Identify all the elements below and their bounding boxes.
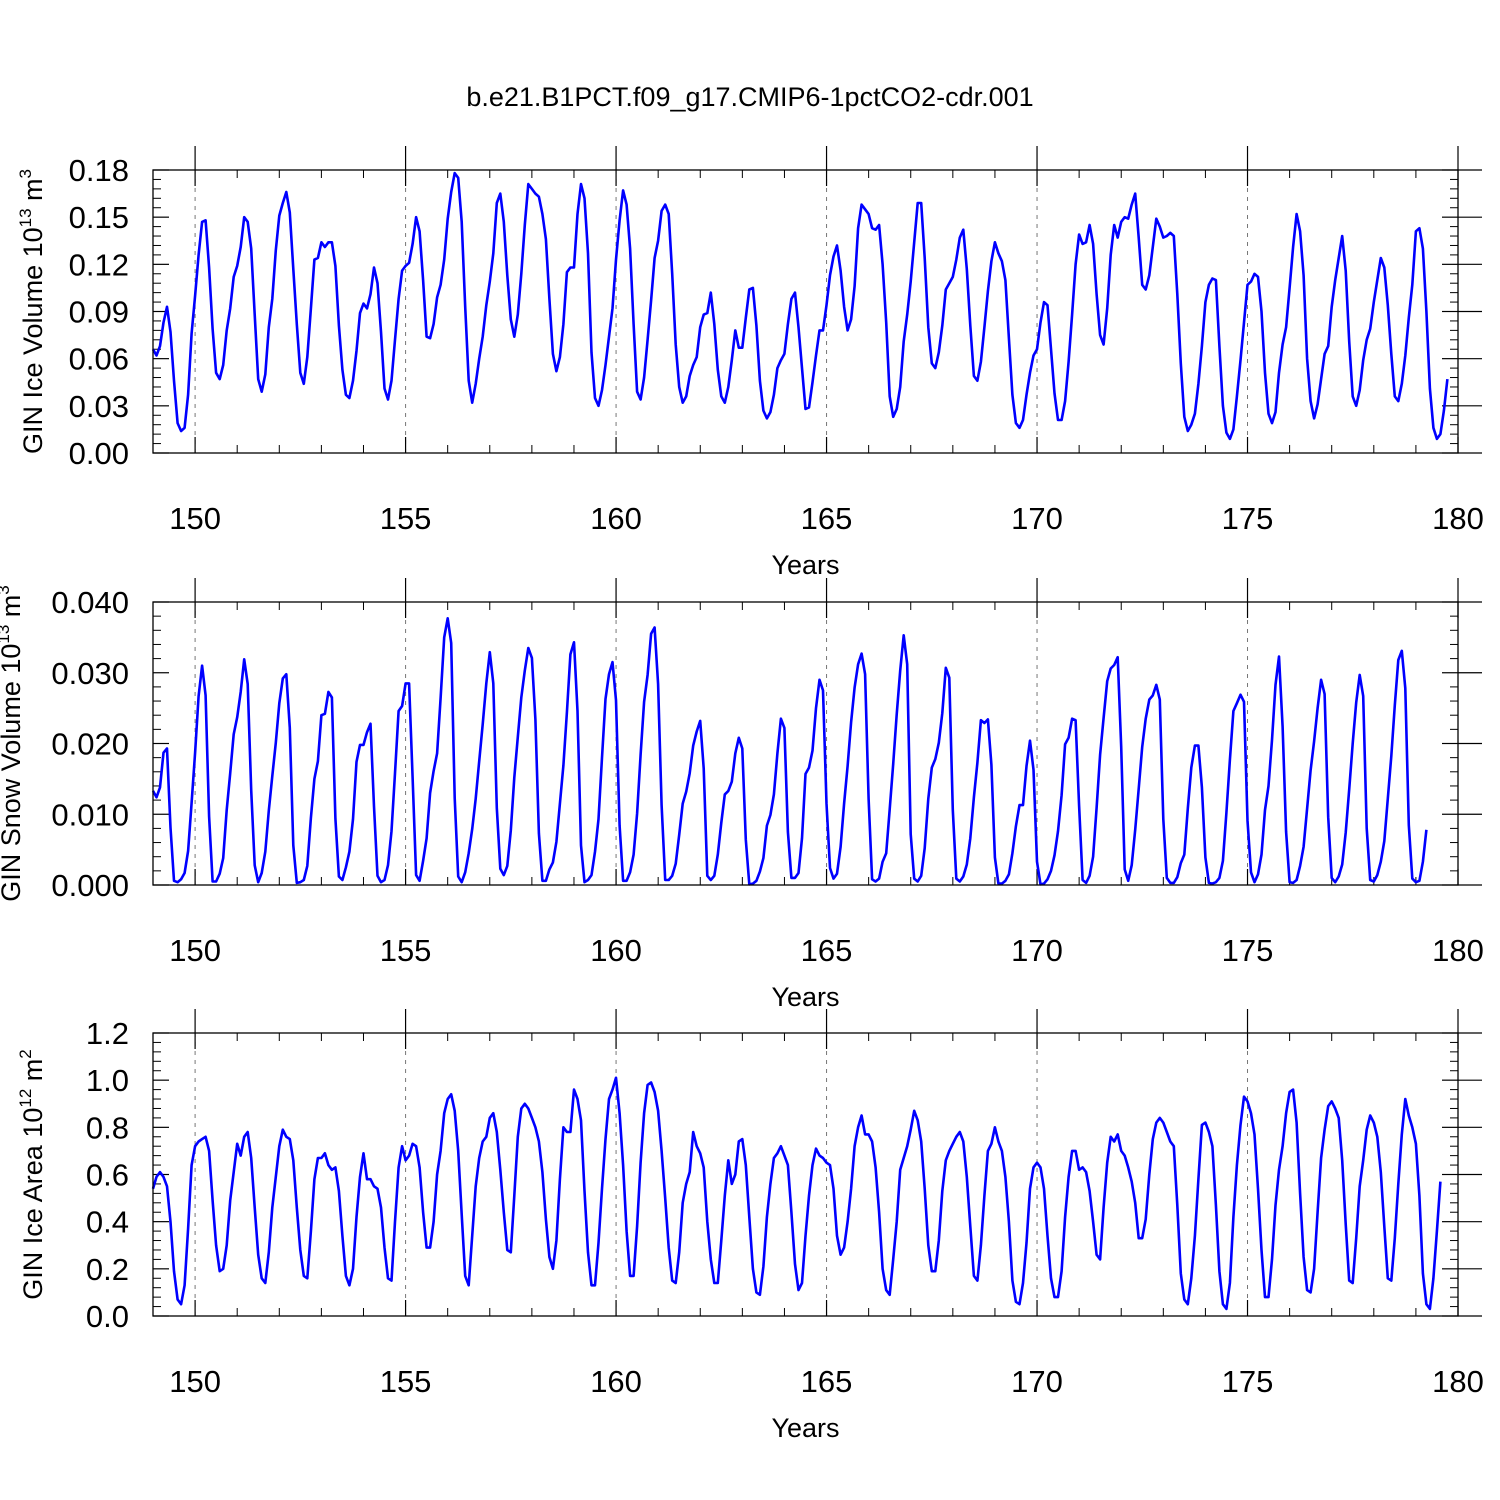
x-tick-label: 160 (590, 1364, 642, 1399)
y-tick-label: 0.010 (51, 797, 129, 832)
chart-panel-1: 150 155 160 165 170 175 180 0.00 0.03 0.06 0.09 0.1… (16, 146, 1484, 580)
y-tick-label: 1.2 (86, 1016, 129, 1051)
x-tick-label: 170 (1011, 933, 1063, 968)
x-tick-label: 165 (801, 501, 853, 536)
y-tick-label: 0.09 (69, 295, 129, 330)
y-tick-label: 0.06 (69, 342, 129, 377)
x-axis-label: Years (771, 982, 839, 1012)
x-tick-label: 155 (380, 1364, 432, 1399)
x-tick-label: 165 (801, 933, 853, 968)
x-axis-label: Years (771, 1413, 839, 1443)
x-tick-label: 160 (590, 501, 642, 536)
y-tick-label: 1.0 (86, 1063, 129, 1098)
y-tick-label: 0.12 (69, 247, 129, 282)
y-tick-label: 0.03 (69, 389, 129, 424)
y-tick-label: 0.15 (69, 200, 129, 235)
x-tick-label: 155 (380, 933, 432, 968)
x-tick-label: 180 (1432, 1364, 1484, 1399)
x-tick-label: 175 (1222, 1364, 1274, 1399)
y-axis-label: GIN Ice Area 1012 m2 (16, 1049, 48, 1300)
plot-frame (152, 1032, 1459, 1317)
x-tick-label: 180 (1432, 501, 1484, 536)
y-tick-label: 0.0 (86, 1299, 129, 1334)
y-tick-label: 0.040 (51, 585, 129, 620)
y-tick-label: 0.000 (51, 868, 129, 903)
plot-frame (152, 169, 1459, 454)
x-tick-label: 170 (1011, 1364, 1063, 1399)
y-tick-label: 0.18 (69, 153, 129, 188)
x-tick-label: 175 (1222, 501, 1274, 536)
chart-panel-2: 150 155 160 165 170 175 180 0.000 0.010 0.020 0.03… (0, 578, 1484, 1012)
y-tick-label: 0.00 (69, 436, 129, 471)
x-tick-label: 150 (169, 501, 221, 536)
x-axis-label: Years (771, 550, 839, 580)
series-line (151, 171, 1449, 441)
y-axis-label: GIN Ice Volume 1013 m3 (16, 169, 48, 454)
plot-frame (152, 601, 1459, 886)
y-axis-label: GIN Snow Volume 1013 m3 (0, 585, 26, 902)
x-tick-label: 165 (801, 1364, 853, 1399)
x-tick-label: 170 (1011, 501, 1063, 536)
series-line (151, 616, 1428, 886)
y-tick-label: 0.030 (51, 656, 129, 691)
y-tick-label: 0.2 (86, 1252, 129, 1287)
x-tick-label: 160 (590, 933, 642, 968)
x-tick-label: 155 (380, 501, 432, 536)
y-tick-label: 0.020 (51, 727, 129, 762)
y-tick-label: 0.4 (86, 1205, 129, 1240)
x-tick-label: 150 (169, 1364, 221, 1399)
chart-panels: 150 155 160 165 170 175 180 0.00 0.03 0.06 0.09 0.1… (0, 146, 1484, 1443)
x-tick-label: 150 (169, 933, 221, 968)
y-tick-label: 0.8 (86, 1110, 129, 1145)
chart-panel-3: 150 155 160 165 170 175 180 0.0 0.2 0.4 0.6 0.8 1.0 1… (16, 1009, 1484, 1443)
x-tick-label: 180 (1432, 933, 1484, 968)
y-tick-label: 0.6 (86, 1158, 129, 1193)
chart-title: b.e21.B1PCT.f09_g17.CMIP6-1pctCO2-cdr.00… (466, 82, 1033, 112)
series-line (151, 1076, 1442, 1311)
x-tick-label: 175 (1222, 933, 1274, 968)
